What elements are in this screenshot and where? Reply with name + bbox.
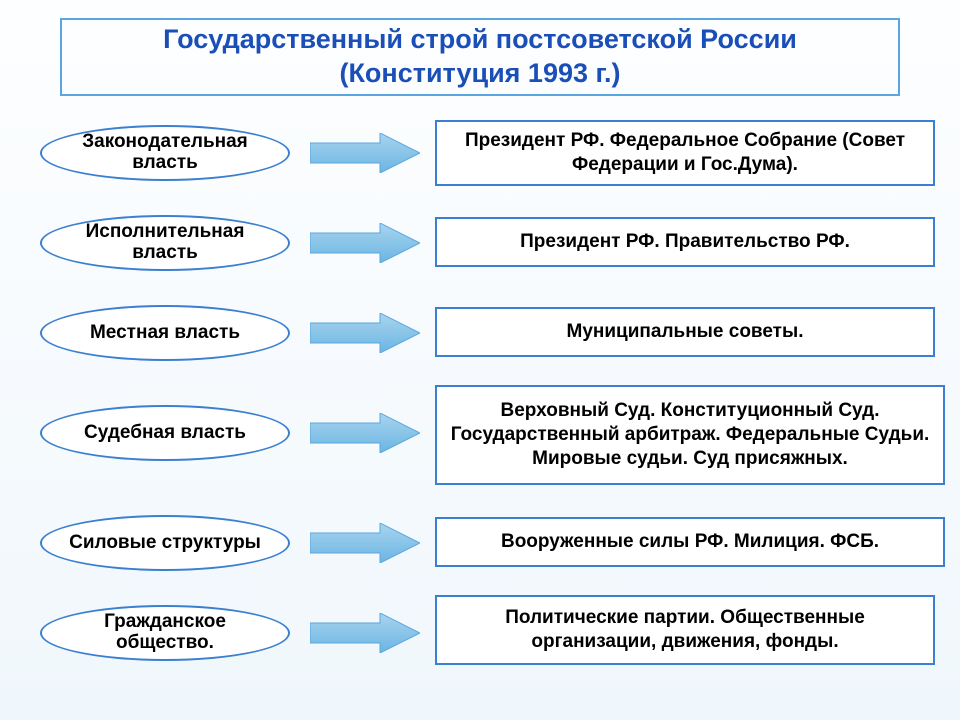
category-ellipse: Законодательная власть [40,125,290,181]
diagram-title: Государственный строй постсоветской Росс… [60,18,900,96]
arrow-icon [310,133,420,173]
description-box: Политические партии. Общественные органи… [435,595,935,665]
arrow-icon [310,523,420,563]
arrow-icon [310,223,420,263]
description-box: Президент РФ. Правительство РФ. [435,217,935,267]
arrow-icon [310,413,420,453]
category-ellipse: Местная власть [40,305,290,361]
description-box: Муниципальные советы. [435,307,935,357]
description-box: Президент РФ. Федеральное Собрание (Сове… [435,120,935,186]
arrow-icon [310,613,420,653]
category-ellipse: Гражданское общество. [40,605,290,661]
category-ellipse: Исполнительная власть [40,215,290,271]
description-box: Вооруженные силы РФ. Милиция. ФСБ. [435,517,945,567]
description-box: Верховный Суд. Конституционный Суд. Госу… [435,385,945,485]
category-ellipse: Судебная власть [40,405,290,461]
arrow-icon [310,313,420,353]
category-ellipse: Силовые структуры [40,515,290,571]
